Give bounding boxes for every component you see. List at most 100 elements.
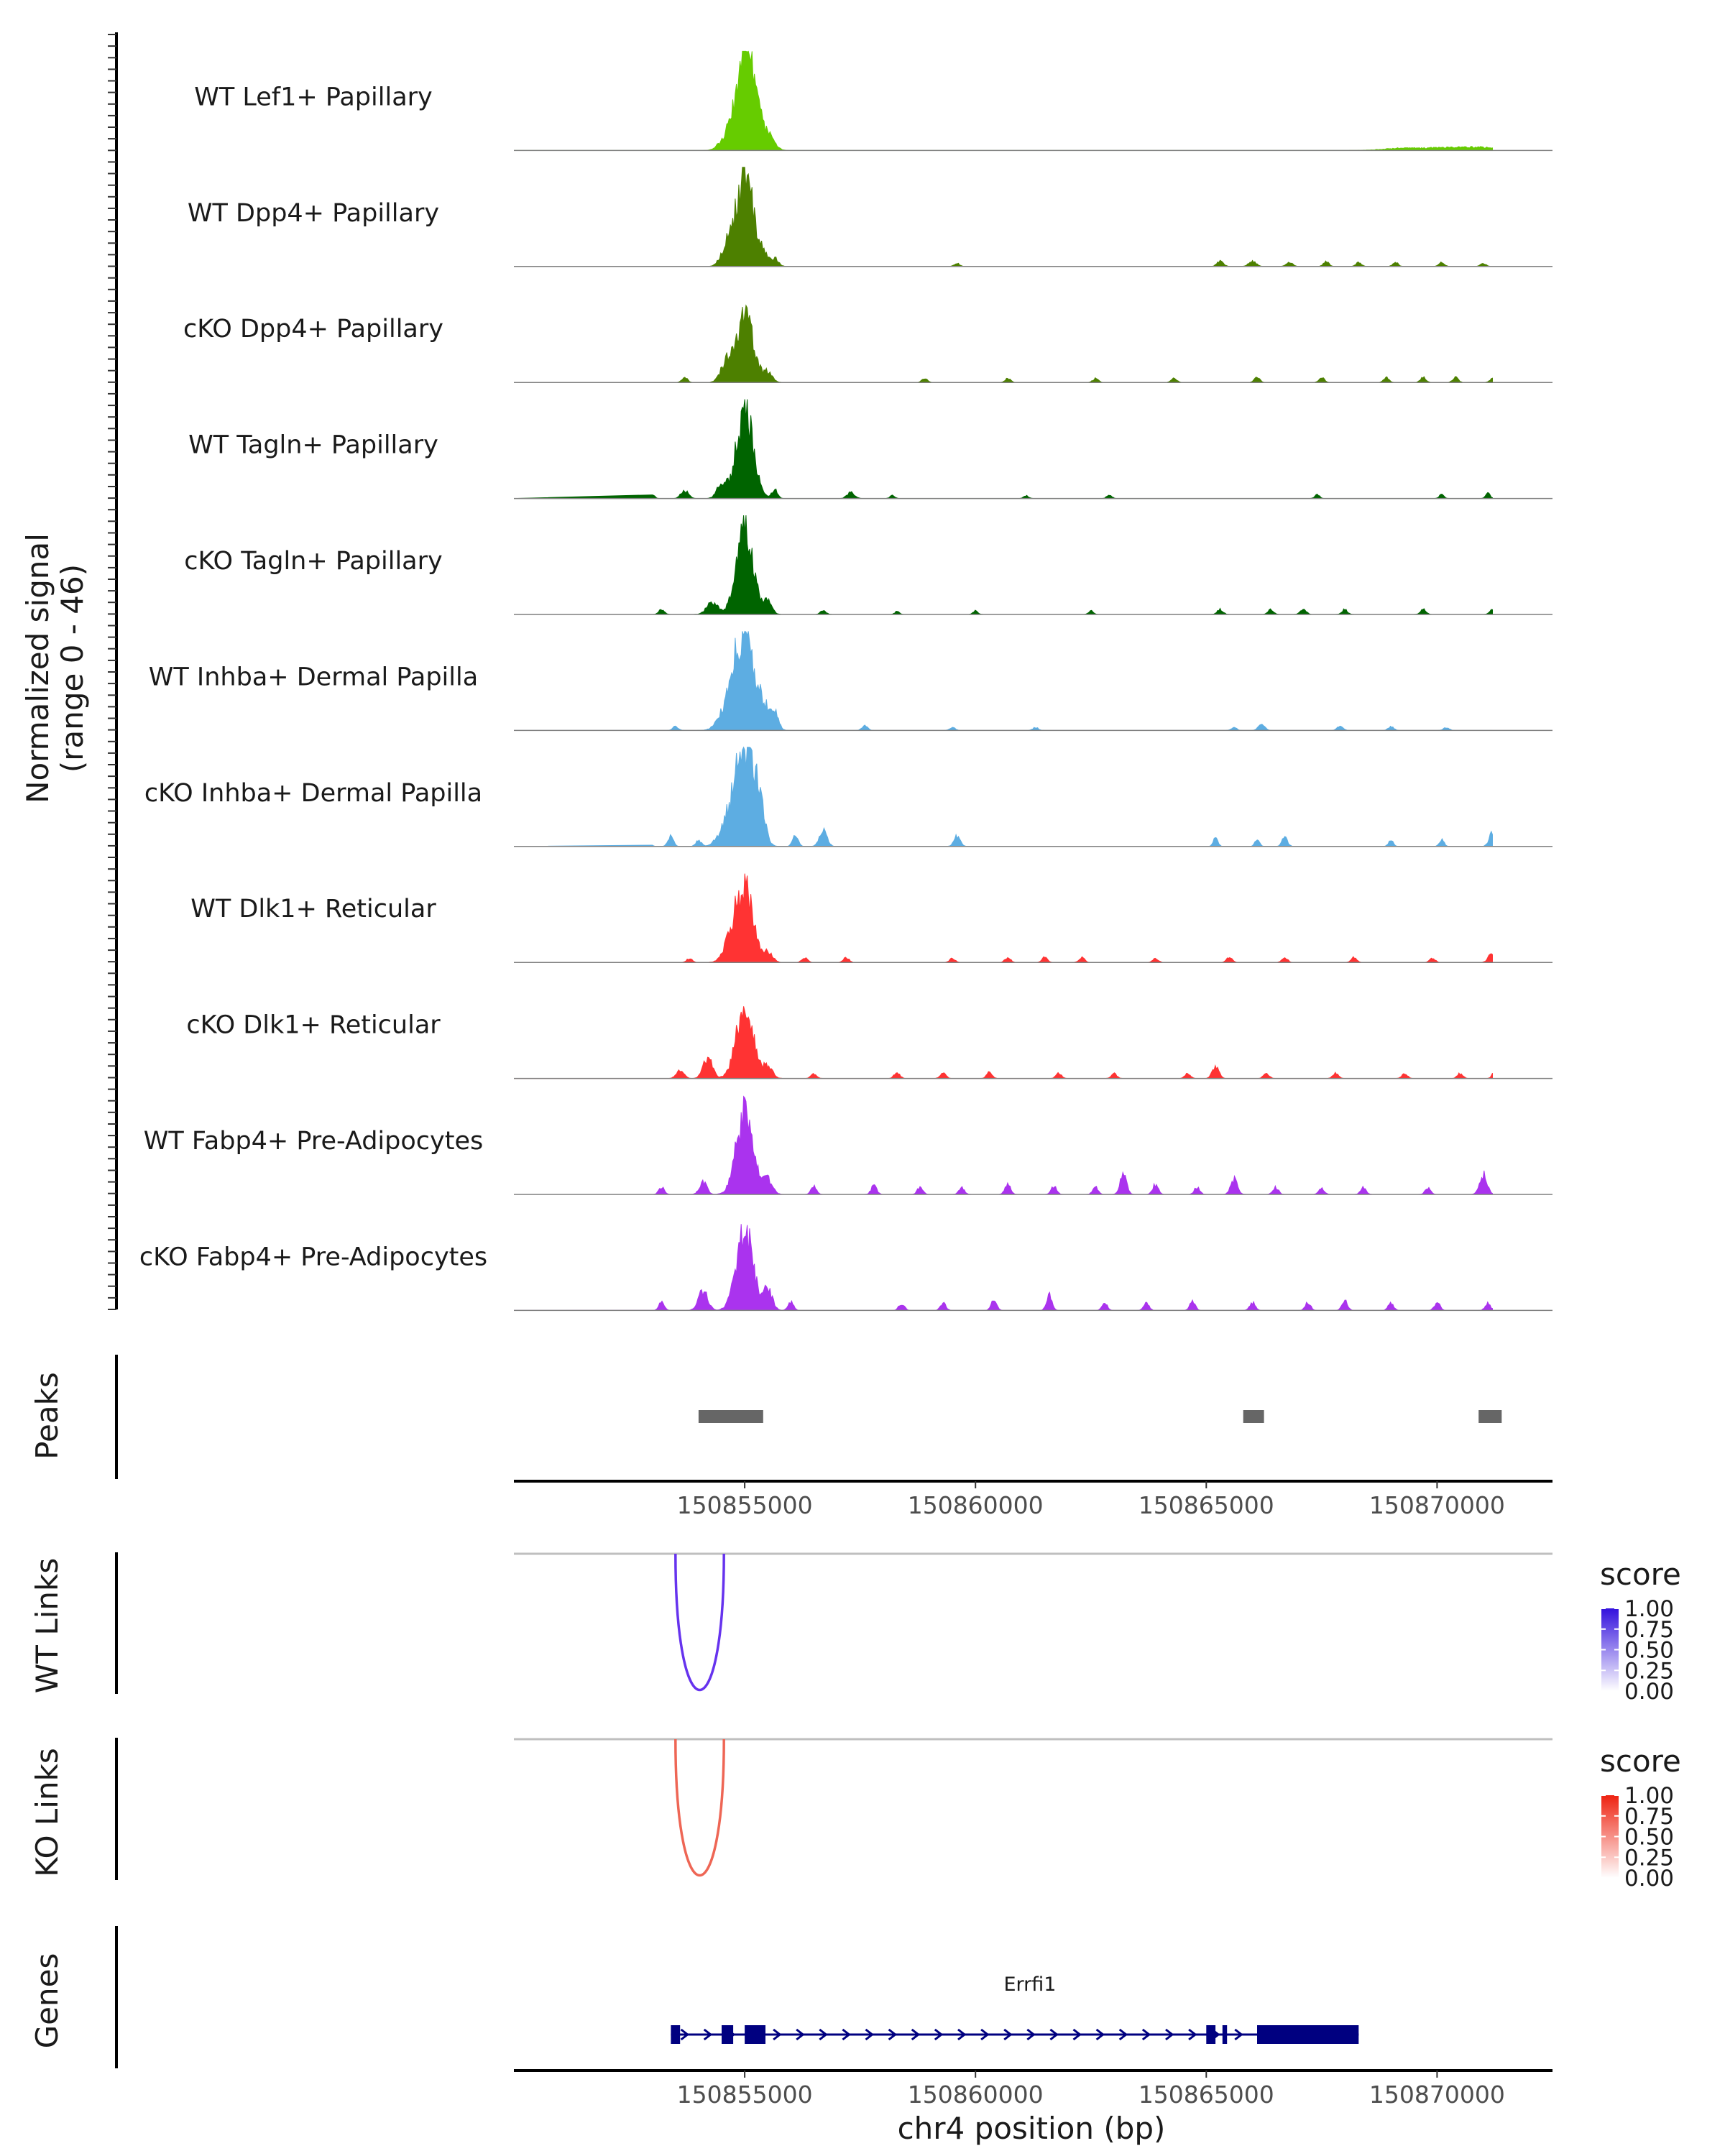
signal-tracks: WT Lef1+ Papillary WT Dpp4+ Papillary cKO … — [139, 50, 1552, 1312]
signal-track-8: WT Dlk1+ Reticular — [190, 873, 1552, 963]
signal-area-9 — [514, 1006, 1493, 1079]
signal-y-axis-title-line1: Normalized signal — [20, 533, 55, 803]
track-label-9: cKO Dlk1+ Reticular — [186, 1011, 441, 1040]
strand-arrow — [1118, 2028, 1128, 2041]
gene-exon-5 — [1222, 2025, 1228, 2044]
gene-name-label: Errfi1 — [1004, 1973, 1057, 1996]
strand-arrow — [934, 2028, 944, 2041]
x-tick-label: 150865000 — [1138, 2081, 1274, 2109]
strand-arrow — [1095, 2028, 1105, 2041]
ko-links-track — [115, 1738, 1552, 1880]
x-tick-label: 150860000 — [908, 1491, 1044, 1519]
peaks-track — [115, 1355, 1502, 1479]
strand-arrow — [1141, 2028, 1151, 2041]
x-tick-label: 150855000 — [677, 2081, 813, 2109]
signal-area-3 — [514, 304, 1493, 383]
x-tick-label: 150870000 — [1369, 1491, 1505, 1519]
gene-exon-4 — [1206, 2025, 1216, 2044]
legend-label: 0.00 — [1624, 1679, 1674, 1705]
link-arc-1 — [674, 1738, 725, 1877]
gene-exon-2 — [722, 2025, 734, 2044]
genes-track-title: Genes — [29, 1953, 65, 2049]
signal-track-6: WT Inhba+ Dermal Papilla — [149, 630, 1552, 732]
legend-label: 0.75 — [1624, 1617, 1674, 1643]
gene-exon-large — [1257, 2025, 1359, 2044]
peak-region-3 — [1478, 1410, 1502, 1423]
legend-label: 0.25 — [1624, 1658, 1674, 1684]
wt-legend-title: score — [1600, 1557, 1681, 1592]
strand-arrow — [773, 2028, 782, 2041]
ko-links-legend: score 1.000.750.500.250.00 — [1600, 1743, 1681, 1892]
signal-track-2: WT Dpp4+ Papillary — [188, 167, 1552, 267]
x-tick-label: 150865000 — [1138, 1491, 1274, 1519]
track-label-5: cKO Tagln+ Papillary — [184, 547, 443, 576]
legend-label: 0.25 — [1624, 1845, 1674, 1871]
x-tick-label: 150855000 — [677, 1491, 813, 1519]
strand-arrow — [980, 2028, 990, 2041]
legend-label: 0.00 — [1624, 1866, 1674, 1892]
strand-arrow — [957, 2028, 967, 2041]
track-label-1: WT Lef1+ Papillary — [194, 83, 433, 111]
signal-y-axis-title-line2: (range 0 - 46) — [55, 564, 90, 773]
strand-arrow — [796, 2028, 805, 2041]
x-tick-label: 150870000 — [1369, 2081, 1505, 2109]
signal-area-4 — [513, 399, 1493, 499]
signal-area-1 — [514, 50, 1493, 151]
legend-label: 1.00 — [1624, 1596, 1674, 1622]
strand-arrow — [680, 2028, 690, 2041]
strand-arrow — [819, 2028, 828, 2041]
wt-links-legend: score 1.000.750.500.250.00 — [1600, 1557, 1681, 1705]
peaks-track-title: Peaks — [29, 1372, 65, 1460]
strand-arrow — [911, 2028, 921, 2041]
track-label-6: WT Inhba+ Dermal Papilla — [149, 663, 478, 691]
signal-track-10: WT Fabp4+ Pre-Adipocytes — [144, 1095, 1552, 1195]
x-axis-title: chr4 position (bp) — [898, 2111, 1166, 2146]
signal-track-3: cKO Dpp4+ Papillary — [183, 304, 1552, 383]
track-label-3: cKO Dpp4+ Papillary — [183, 315, 443, 344]
x-axis-upper: 150855000 150860000 150865000 150870000 — [514, 1480, 1552, 1519]
signal-area-5 — [514, 515, 1493, 615]
signal-track-7: cKO Inhba+ Dermal Papilla — [144, 746, 1552, 847]
strand-arrow — [1003, 2028, 1013, 2041]
peak-region-2 — [1243, 1410, 1264, 1423]
strand-arrow — [888, 2028, 898, 2041]
gene-exon-1 — [671, 2025, 681, 2044]
track-label-11: cKO Fabp4+ Pre-Adipocytes — [139, 1243, 487, 1271]
strand-arrow — [1072, 2028, 1082, 2041]
x-axis-lower: 150855000 150860000 150865000 150870000 — [514, 2069, 1552, 2109]
track-label-7: cKO Inhba+ Dermal Papilla — [144, 779, 482, 808]
track-label-8: WT Dlk1+ Reticular — [190, 895, 436, 923]
strand-arrow — [703, 2028, 713, 2041]
signal-track-9: cKO Dlk1+ Reticular — [186, 1006, 1552, 1079]
signal-track-11: cKO Fabp4+ Pre-Adipocytes — [139, 1224, 1552, 1312]
signal-area-7 — [513, 746, 1493, 847]
wt-links-track — [115, 1552, 1552, 1694]
track-label-4: WT Tagln+ Papillary — [188, 431, 438, 460]
ko-links-track-title: KO Links — [29, 1748, 65, 1877]
signal-area-6 — [514, 630, 1493, 731]
strand-arrow — [1026, 2028, 1036, 2041]
strand-arrow — [865, 2028, 874, 2041]
signal-area-11 — [513, 1224, 1493, 1311]
signal-area-8 — [514, 873, 1493, 963]
x-tick-label: 150860000 — [908, 2081, 1044, 2109]
strand-arrow — [1234, 2028, 1243, 2041]
track-label-2: WT Dpp4+ Papillary — [188, 199, 439, 228]
peak-region-1 — [698, 1410, 763, 1423]
strand-arrow — [1165, 2028, 1174, 2041]
signal-track-1: WT Lef1+ Papillary — [194, 50, 1552, 152]
signal-track-5: cKO Tagln+ Papillary — [184, 515, 1552, 615]
signal-area-10 — [514, 1095, 1493, 1195]
genes-track: Errfi1 — [115, 1926, 1359, 2068]
strand-arrow — [842, 2028, 851, 2041]
track-label-10: WT Fabp4+ Pre-Adipocytes — [144, 1127, 483, 1156]
gene-exon-3 — [745, 2025, 765, 2044]
legend-label: 0.75 — [1624, 1804, 1674, 1830]
ko-legend-title: score — [1600, 1743, 1681, 1779]
signal-frame — [108, 32, 118, 1310]
legend-label: 1.00 — [1624, 1783, 1674, 1809]
wt-links-track-title: WT Links — [29, 1558, 65, 1693]
strand-arrow — [1049, 2028, 1059, 2041]
strand-arrow — [1188, 2028, 1197, 2041]
